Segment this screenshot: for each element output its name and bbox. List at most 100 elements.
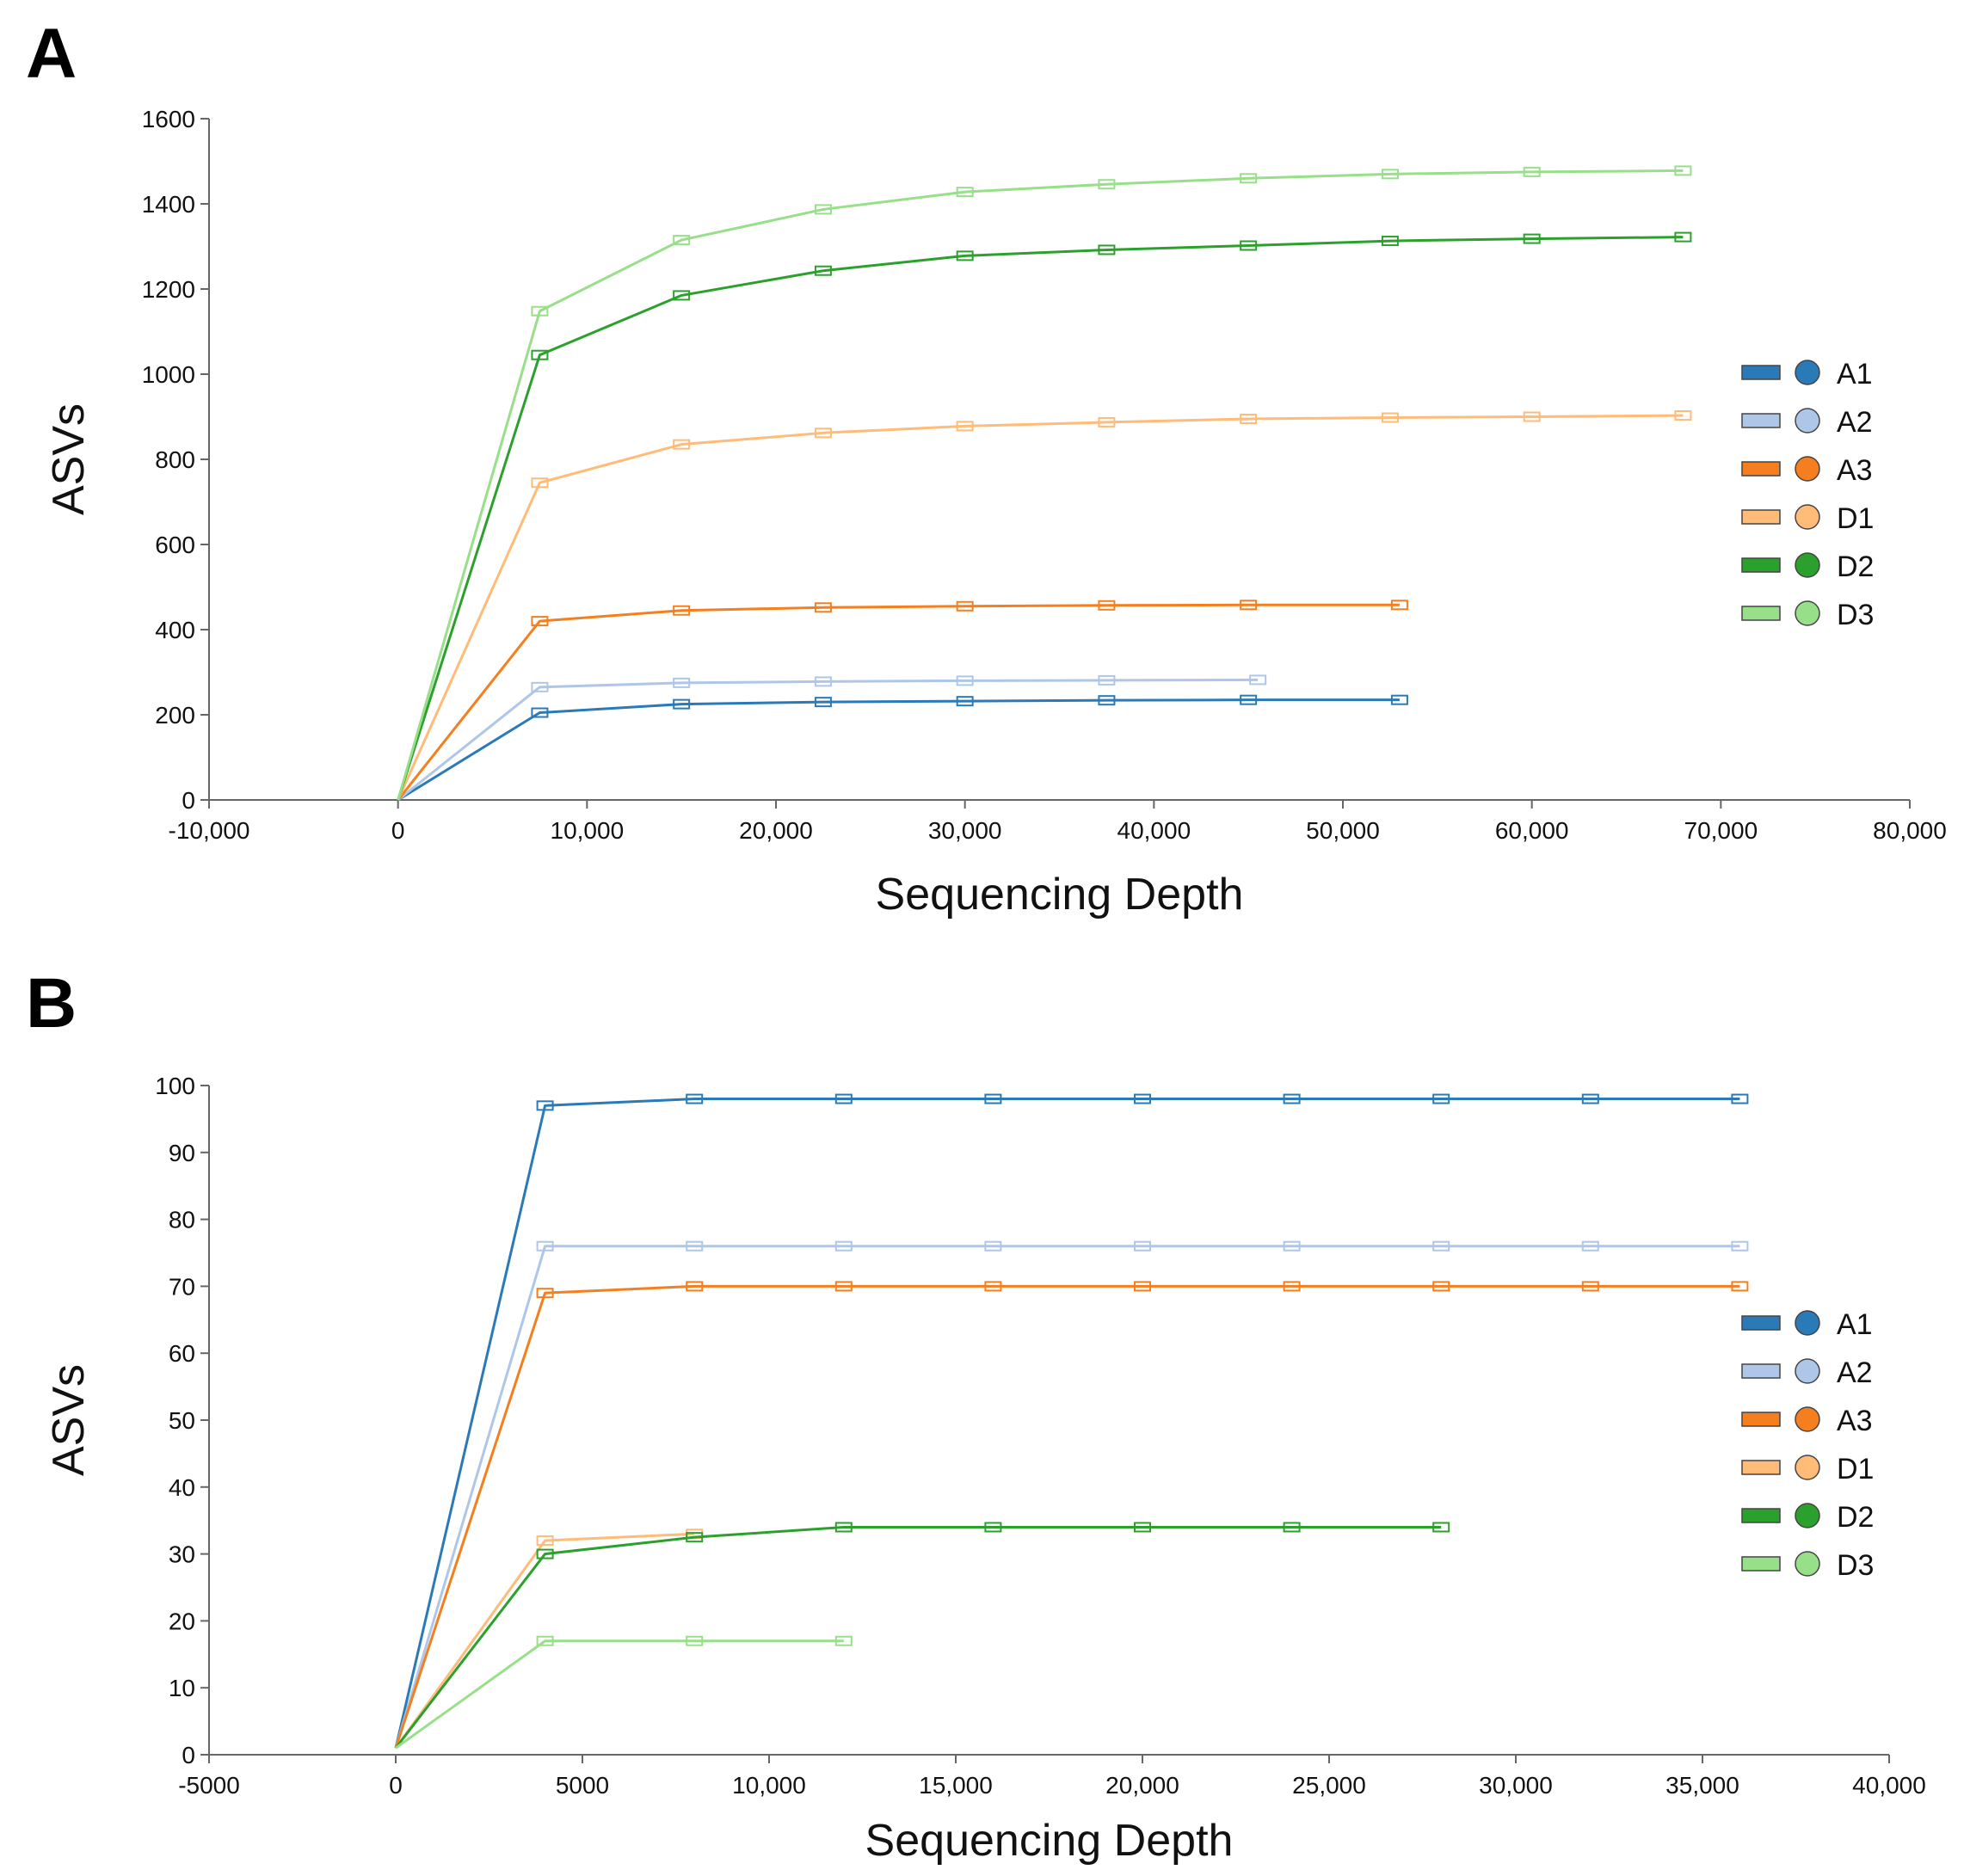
legend-item-D1: D1: [1741, 1453, 1874, 1485]
legend-label: A2: [1837, 1356, 1873, 1389]
y-tick-label: 40: [169, 1474, 195, 1501]
data-point-D3: [1381, 169, 1399, 180]
legend-item-D1: D1: [1741, 502, 1874, 535]
y-tick-label: 10: [169, 1675, 195, 1701]
series-line-A1: [397, 698, 1400, 802]
data-point-A2: [531, 681, 549, 692]
data-point-D3: [1240, 173, 1258, 184]
x-tick-label: 40,000: [1852, 1772, 1926, 1799]
x-tick-label: 0: [389, 1772, 403, 1799]
data-point-A2: [1731, 1240, 1749, 1252]
series-line-D3: [397, 169, 1684, 801]
data-point-A3: [1240, 600, 1258, 611]
x-tick-label: 40,000: [1117, 817, 1191, 844]
series-D3: [397, 165, 1692, 801]
legend-item-A2: A2: [1741, 1356, 1873, 1389]
data-point-D3: [531, 305, 549, 317]
y-tick-label: 100: [155, 1073, 195, 1099]
chart-a: 0 200 400 600 800 1000 1200 1400 1600 -10,000 0 10,…: [44, 106, 1947, 920]
legend-marker-swatch: [1795, 1310, 1820, 1336]
legend-marker-swatch: [1795, 504, 1820, 530]
data-point-D2: [1134, 1522, 1151, 1533]
data-point-D1: [531, 477, 549, 489]
y-tick-label: 0: [182, 1742, 195, 1768]
series-line-D3: [395, 1639, 844, 1750]
y-tick-label: 1200: [142, 276, 195, 303]
y-tick-label: 1400: [142, 191, 195, 218]
legend-label: A3: [1837, 1405, 1873, 1437]
data-point-A2: [984, 1240, 1002, 1252]
data-point-D2: [984, 1522, 1002, 1533]
data-point-A2: [1098, 674, 1116, 686]
legend-label: D1: [1837, 1453, 1874, 1485]
x-tick-label: 10,000: [732, 1772, 806, 1799]
series-D2: [397, 231, 1692, 801]
legend-label: A1: [1837, 358, 1873, 391]
x-tick-label: 0: [391, 817, 405, 844]
data-point-D2: [531, 349, 549, 360]
legend-marker-swatch: [1795, 1503, 1820, 1528]
legend-label: D1: [1837, 502, 1874, 535]
series-D3: [395, 1635, 853, 1750]
x-tick-label: 80,000: [1873, 817, 1947, 844]
legend-item-D2: D2: [1741, 550, 1874, 583]
series-D1: [397, 410, 1692, 801]
data-point-A3: [834, 1281, 853, 1292]
series-line-D1: [397, 414, 1684, 801]
data-point-D2: [956, 250, 974, 261]
data-point-D2: [1381, 236, 1399, 247]
data-point-A3: [536, 1288, 554, 1299]
legend-line-swatch: [1741, 509, 1781, 525]
legend-line-swatch: [1741, 606, 1781, 621]
series-A1: [394, 1093, 1749, 1749]
legend-line-swatch: [1741, 413, 1781, 428]
y-tick-label: 200: [155, 702, 195, 729]
data-point-A1: [1390, 694, 1408, 705]
data-point-D1: [1098, 416, 1116, 427]
data-point-A3: [1390, 600, 1408, 611]
data-point-A2: [1283, 1240, 1301, 1252]
legend-marker-swatch: [1795, 1455, 1820, 1480]
x-tick-label: 25,000: [1292, 1772, 1366, 1799]
legend-label: D2: [1837, 1501, 1874, 1534]
data-point-D3: [1523, 166, 1541, 177]
data-point-A1: [686, 1093, 704, 1104]
series-D2: [394, 1522, 1450, 1750]
legend-line-swatch: [1741, 461, 1781, 477]
data-point-D2: [1432, 1522, 1450, 1533]
y-tick-label: 800: [155, 446, 195, 473]
x-tick-label: 70,000: [1684, 817, 1758, 844]
legend-item-D3: D3: [1741, 1549, 1874, 1582]
y-tick-label: 400: [155, 617, 195, 643]
series-line-A2: [397, 678, 1259, 802]
data-point-A3: [956, 600, 974, 612]
data-point-D1: [814, 427, 832, 439]
data-point-A1: [1283, 1093, 1301, 1104]
x-tick-label: 30,000: [1479, 1772, 1553, 1799]
chart-b: 0 10 20 30 40 50 60 70 80 90 100 -5000 0 5000 10,000 15…: [44, 1073, 1926, 1866]
data-point-A1: [1432, 1093, 1450, 1104]
data-point-A2: [1134, 1240, 1151, 1252]
y-tick-label: 70: [169, 1273, 195, 1300]
series-A2: [394, 1240, 1749, 1749]
data-point-A2: [536, 1240, 554, 1252]
legend-marker-swatch: [1795, 360, 1820, 385]
y-axis-title: ASVs: [44, 1364, 94, 1476]
series-line-A2: [394, 1245, 1740, 1749]
x-tick-label: -5000: [178, 1772, 240, 1799]
legend-marker-swatch: [1795, 1406, 1820, 1432]
y-tick-label: 80: [169, 1207, 195, 1233]
legend-label: A2: [1837, 406, 1873, 439]
legend-line-swatch: [1741, 1460, 1781, 1475]
legend-label: D2: [1837, 550, 1874, 583]
data-point-D3: [536, 1635, 554, 1646]
legend-marker-swatch: [1795, 456, 1820, 482]
data-point-A1: [814, 697, 832, 708]
legend-marker-swatch: [1795, 600, 1820, 626]
legend-marker-swatch: [1795, 408, 1820, 434]
data-point-A1: [673, 698, 691, 710]
data-point-D3: [1098, 179, 1116, 190]
data-point-A1: [1134, 1093, 1151, 1104]
legend-item-A3: A3: [1741, 1405, 1873, 1437]
x-axis-title: Sequencing Depth: [865, 1816, 1234, 1866]
